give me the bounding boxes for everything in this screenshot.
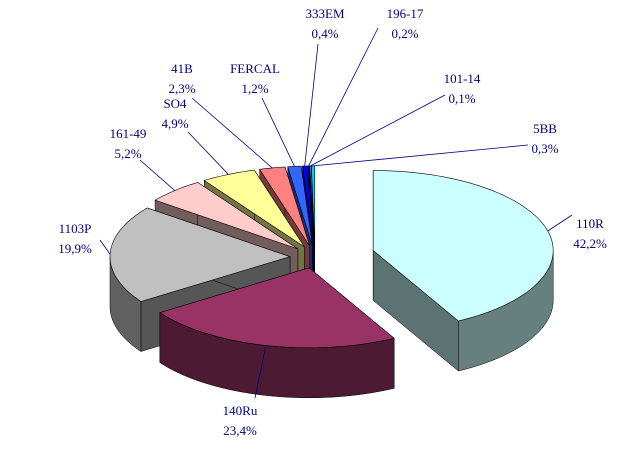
leader-line — [304, 43, 319, 167]
slice-label: 41B — [171, 61, 193, 76]
slice-label: 140Ru — [223, 403, 258, 418]
slice-label: 333EM — [306, 6, 345, 21]
leader-line — [191, 97, 273, 169]
leader-line — [547, 214, 573, 232]
leader-line — [139, 159, 176, 191]
leader-line — [187, 131, 229, 175]
slice-value-label: 5,2% — [114, 146, 141, 161]
slice-label: SO4 — [163, 96, 187, 111]
leader-line — [254, 345, 267, 399]
slice-value-label: 2,3% — [168, 81, 195, 96]
slice-value-label: 19,9% — [58, 241, 92, 256]
slice-value-label: 42,2% — [573, 236, 607, 251]
leader-line — [313, 144, 529, 167]
slice-label: 1103P — [59, 221, 92, 236]
slice — [159, 267, 395, 349]
slice-label: 161-49 — [110, 126, 147, 141]
leader-line — [99, 239, 111, 255]
slice-value-label: 0,2% — [391, 26, 418, 41]
slice-value-label: 4,9% — [161, 116, 188, 131]
slice-value-label: 23,4% — [223, 423, 257, 438]
leader-line — [310, 94, 446, 167]
slice-label: 110R — [576, 216, 604, 231]
leader-line — [261, 97, 295, 167]
slice-value-label: 0,4% — [311, 26, 338, 41]
slice-label: FERCAL — [230, 61, 280, 76]
slice-label: 101-14 — [444, 71, 481, 86]
slice-value-label: 1,2% — [241, 81, 268, 96]
slice-value-label: 0,3% — [531, 141, 558, 156]
slice-label: 196-17 — [387, 6, 424, 21]
slice — [287, 165, 313, 247]
slice-value-label: 0,1% — [448, 91, 475, 106]
slice-label: 5BB — [533, 121, 557, 136]
slice — [372, 170, 554, 322]
leader-line — [308, 27, 379, 167]
slice — [154, 182, 299, 250]
slice — [259, 166, 311, 247]
